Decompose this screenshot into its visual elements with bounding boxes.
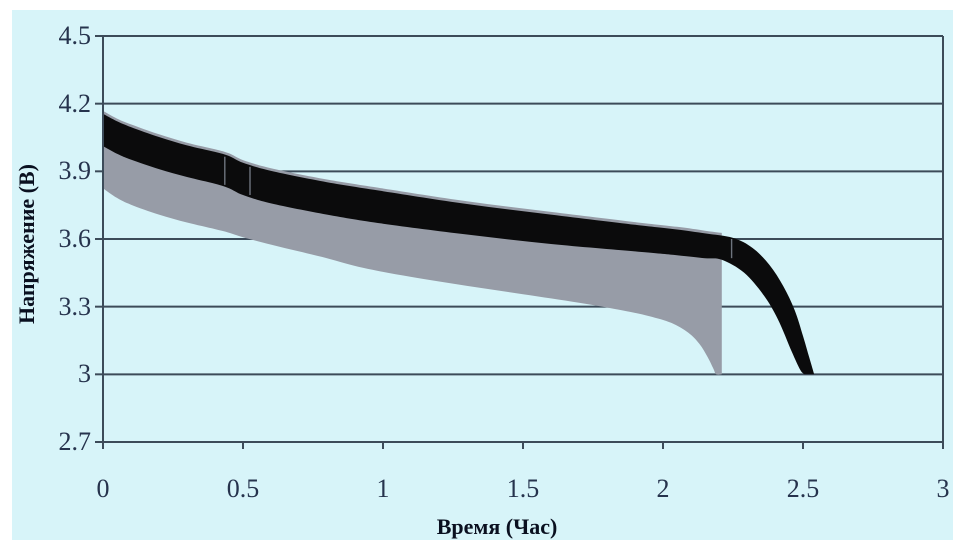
x-tick-label-2: 2 [656, 474, 670, 503]
x-tick-label-0: 0 [96, 474, 110, 503]
y-tick-label-3.9: 3.9 [58, 156, 92, 186]
y-tick-label-3: 3 [78, 359, 91, 389]
black-band-area [103, 113, 815, 375]
y-tick-label-4.5: 4.5 [58, 21, 92, 50]
x-axis-title: Время (Час) [436, 514, 558, 539]
x-tick-label-1: 1 [376, 474, 390, 503]
x-tick-label-1.5: 1.5 [506, 474, 540, 503]
x-tick-label-2.5: 2.5 [786, 474, 820, 503]
y-tick-label-3.3: 3.3 [58, 291, 92, 321]
y-tick-label-3.6: 3.6 [58, 224, 92, 253]
x-tick-label-0.5: 0.5 [226, 474, 260, 503]
y-axis-title: Напряжение (В) [14, 163, 39, 325]
y-tick-label-2.7: 2.7 [58, 427, 92, 456]
y-tick-label-4.2: 4.2 [58, 88, 92, 118]
x-tick-label-3: 3 [936, 474, 950, 503]
